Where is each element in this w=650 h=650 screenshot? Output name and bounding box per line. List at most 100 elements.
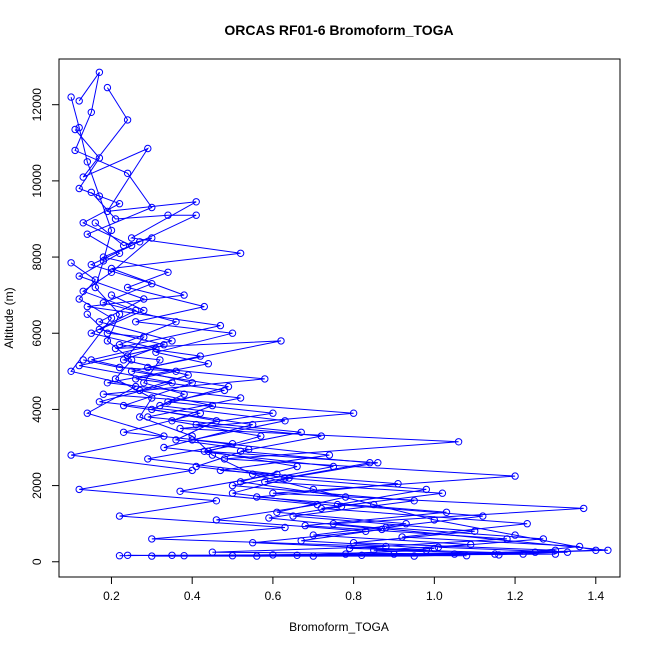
data-point: [168, 379, 176, 387]
data-point: [196, 352, 205, 360]
data-point: [462, 552, 471, 560]
data-point: [75, 295, 83, 303]
data-point: [289, 512, 297, 520]
data-point: [224, 382, 233, 391]
data-point: [269, 489, 277, 497]
data-point: [119, 241, 128, 250]
data-point: [164, 211, 172, 219]
y-tick-label: 8000: [30, 243, 44, 270]
x-tick-label: 0.4: [184, 589, 201, 603]
data-point: [140, 295, 148, 303]
data-point: [511, 472, 519, 480]
data-point: [144, 413, 152, 421]
data-point: [67, 93, 75, 101]
data-point: [410, 552, 418, 560]
data-point: [148, 280, 156, 288]
data-point: [325, 451, 334, 459]
data-point: [192, 198, 200, 206]
y-tick-label: 6000: [30, 320, 44, 347]
data-point: [67, 367, 75, 375]
data-point: [277, 337, 285, 345]
data-point: [216, 321, 225, 330]
data-point: [119, 356, 128, 364]
data-point: [341, 550, 350, 558]
data-point: [115, 200, 124, 208]
data-point: [511, 531, 519, 539]
data-point: [402, 520, 410, 528]
data-point: [285, 474, 293, 482]
data-point: [107, 268, 116, 276]
data-point: [160, 341, 168, 349]
data-point: [164, 268, 172, 276]
data-point: [79, 287, 87, 295]
x-tick-label: 1.0: [426, 589, 443, 603]
data-point: [152, 344, 160, 353]
data-point: [111, 344, 120, 353]
data-point: [119, 401, 128, 410]
data-point: [144, 144, 152, 153]
data-point: [374, 459, 382, 467]
data-point: [438, 489, 447, 497]
data-point: [127, 241, 136, 250]
data-point: [249, 539, 257, 547]
data-point: [160, 443, 168, 452]
data-point: [103, 337, 112, 345]
series-line: [74, 129, 556, 557]
data-point: [333, 500, 342, 509]
data-point: [200, 447, 209, 455]
data-point: [87, 108, 96, 117]
data-point: [115, 341, 124, 349]
data-point: [95, 154, 104, 162]
data-point: [83, 230, 92, 238]
y-tick-label: 0: [30, 558, 44, 565]
data-point: [123, 116, 132, 124]
data-point: [71, 125, 79, 134]
data-point: [79, 219, 87, 227]
data-point: [293, 462, 301, 471]
series-line: [70, 96, 596, 557]
data-point: [140, 333, 148, 341]
y-tick-label: 10000: [30, 164, 44, 198]
data-point: [83, 310, 92, 318]
data-point: [341, 493, 350, 501]
data-point: [471, 527, 479, 535]
data-point: [309, 531, 317, 539]
data-point: [79, 356, 87, 364]
data-point: [148, 203, 156, 212]
data-point: [503, 535, 511, 543]
data-point: [180, 390, 188, 398]
data-point: [123, 551, 132, 559]
y-tick-label: 12000: [30, 88, 44, 122]
data-point: [253, 552, 261, 560]
data-point: [317, 432, 325, 440]
data-point: [144, 455, 152, 463]
data-point: [345, 544, 354, 553]
data-point: [265, 514, 273, 522]
data-point: [410, 497, 418, 505]
data-point: [378, 525, 386, 534]
series-line: [79, 222, 467, 557]
data-point: [281, 417, 289, 425]
data-point: [188, 466, 196, 475]
data-point: [422, 485, 430, 494]
data-point: [148, 552, 156, 560]
data-point: [180, 291, 188, 299]
data-point: [140, 379, 148, 387]
data-point: [115, 552, 124, 560]
data-point: [200, 302, 209, 311]
data-point: [337, 502, 346, 511]
plot-frame: [58, 58, 621, 578]
data-point: [394, 480, 402, 488]
data-point: [103, 329, 112, 337]
x-tick-label: 0.8: [345, 589, 362, 603]
data-point: [75, 123, 83, 132]
series-line: [86, 313, 435, 557]
series-line: [82, 87, 608, 557]
data-point: [107, 226, 116, 235]
data-point: [349, 409, 358, 417]
data-point: [119, 428, 128, 436]
data-point: [454, 438, 463, 446]
data-point: [604, 546, 612, 554]
chart-title: ORCAS RF01-6 Bromoform_TOGA: [224, 22, 453, 38]
